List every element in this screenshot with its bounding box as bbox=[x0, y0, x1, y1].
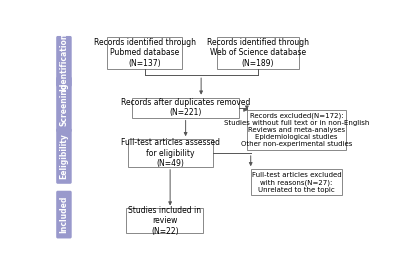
FancyBboxPatch shape bbox=[107, 37, 182, 69]
FancyBboxPatch shape bbox=[56, 191, 72, 238]
Text: Records identified through
Pubmed database
(N=137): Records identified through Pubmed databa… bbox=[94, 38, 196, 68]
FancyBboxPatch shape bbox=[247, 110, 346, 150]
Text: Full-test articles assessed
for eligibility
(N=49): Full-test articles assessed for eligibil… bbox=[121, 138, 220, 168]
Text: Records excluded(N=172):
Studies without full text or in non-English
Reviews and: Records excluded(N=172): Studies without… bbox=[224, 113, 369, 147]
Text: Records identified through
Web of Science database
(N=189): Records identified through Web of Scienc… bbox=[207, 38, 309, 68]
FancyBboxPatch shape bbox=[217, 37, 299, 69]
Text: Studies included in
review
(N=22): Studies included in review (N=22) bbox=[128, 206, 201, 236]
FancyBboxPatch shape bbox=[56, 77, 72, 132]
Text: Eeligibility: Eeligibility bbox=[60, 133, 68, 179]
FancyBboxPatch shape bbox=[126, 209, 204, 233]
Text: Identification: Identification bbox=[60, 32, 68, 91]
Text: Full-test articles excluded
with reasons(N=27):
Unrelated to the topic: Full-test articles excluded with reasons… bbox=[252, 172, 341, 193]
FancyBboxPatch shape bbox=[251, 169, 342, 195]
Text: Records after duplicates removed
(N=221): Records after duplicates removed (N=221) bbox=[121, 98, 250, 117]
FancyBboxPatch shape bbox=[128, 139, 213, 167]
Text: Included: Included bbox=[60, 196, 68, 233]
FancyBboxPatch shape bbox=[56, 128, 72, 184]
FancyBboxPatch shape bbox=[132, 98, 239, 118]
Text: Screening: Screening bbox=[60, 83, 68, 126]
FancyBboxPatch shape bbox=[56, 36, 72, 87]
